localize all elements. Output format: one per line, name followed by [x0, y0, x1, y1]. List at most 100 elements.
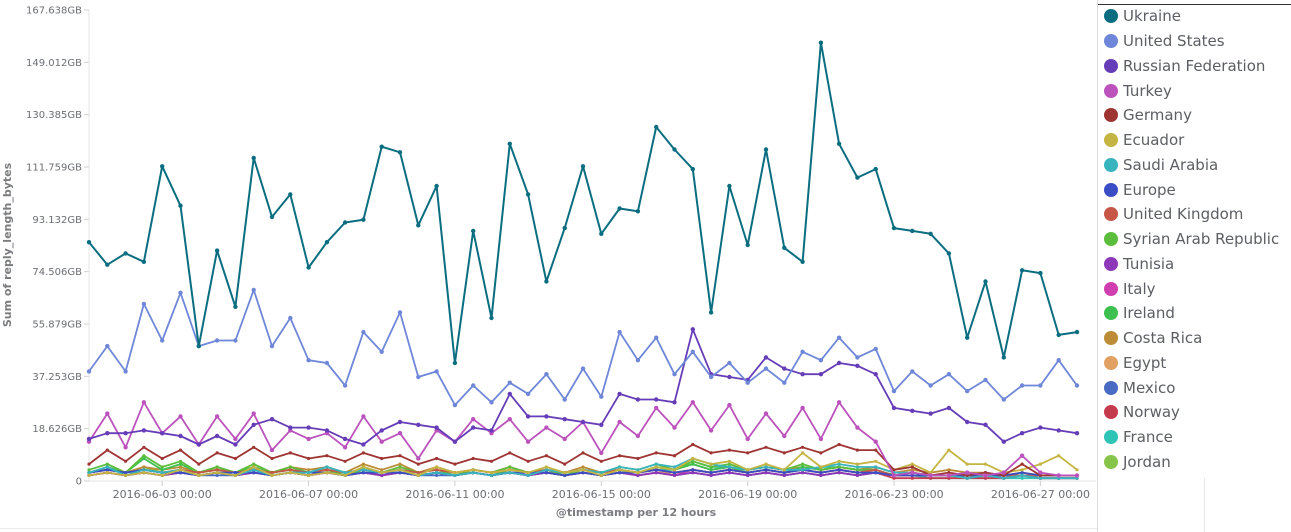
- data-point[interactable]: [599, 450, 604, 456]
- data-point[interactable]: [544, 414, 549, 419]
- data-point[interactable]: [746, 473, 750, 477]
- legend-item-europe[interactable]: Europe: [1104, 177, 1279, 202]
- data-point[interactable]: [124, 459, 128, 463]
- data-point[interactable]: [946, 473, 952, 478]
- data-point[interactable]: [947, 468, 951, 472]
- data-point[interactable]: [105, 411, 110, 416]
- legend-item-jordan[interactable]: Jordan: [1104, 450, 1279, 475]
- data-point[interactable]: [142, 468, 146, 472]
- data-point[interactable]: [544, 454, 549, 458]
- data-point[interactable]: [672, 454, 677, 458]
- data-point[interactable]: [617, 329, 622, 335]
- data-point[interactable]: [654, 405, 659, 411]
- data-point[interactable]: [306, 358, 311, 363]
- data-point[interactable]: [398, 471, 402, 475]
- data-point[interactable]: [342, 383, 348, 388]
- data-point[interactable]: [398, 462, 402, 466]
- data-point[interactable]: [269, 447, 275, 453]
- data-point[interactable]: [471, 383, 476, 388]
- data-point[interactable]: [599, 459, 603, 463]
- data-point[interactable]: [818, 372, 824, 377]
- data-point[interactable]: [782, 473, 786, 477]
- data-point[interactable]: [123, 369, 128, 374]
- data-point[interactable]: [142, 456, 146, 461]
- data-point[interactable]: [252, 462, 256, 466]
- data-point[interactable]: [874, 468, 878, 472]
- data-point[interactable]: [819, 465, 823, 469]
- data-point[interactable]: [782, 468, 786, 472]
- data-point[interactable]: [782, 451, 786, 455]
- data-point[interactable]: [580, 419, 586, 425]
- data-point[interactable]: [1038, 462, 1042, 466]
- data-point[interactable]: [873, 346, 878, 352]
- data-point[interactable]: [708, 374, 714, 380]
- data-point[interactable]: [800, 372, 805, 377]
- data-point[interactable]: [635, 209, 641, 214]
- data-point[interactable]: [361, 471, 365, 475]
- data-point[interactable]: [672, 372, 677, 377]
- data-point[interactable]: [1074, 329, 1080, 335]
- data-point[interactable]: [288, 471, 292, 475]
- data-point[interactable]: [398, 468, 402, 472]
- data-point[interactable]: [855, 471, 860, 475]
- data-point[interactable]: [836, 360, 842, 366]
- data-point[interactable]: [160, 431, 165, 436]
- data-point[interactable]: [452, 360, 458, 366]
- data-point[interactable]: [764, 471, 768, 475]
- data-point[interactable]: [891, 225, 897, 231]
- data-point[interactable]: [691, 462, 695, 466]
- data-point[interactable]: [745, 380, 750, 385]
- legend-item-saudi-arabia[interactable]: Saudi Arabia: [1104, 153, 1279, 178]
- data-point[interactable]: [928, 411, 933, 416]
- data-point[interactable]: [398, 465, 402, 469]
- data-point[interactable]: [691, 459, 695, 463]
- data-point[interactable]: [178, 203, 183, 208]
- legend-item-egypt[interactable]: Egypt: [1104, 351, 1279, 376]
- data-point[interactable]: [1019, 431, 1025, 436]
- data-point[interactable]: [874, 465, 878, 469]
- series-line-russian-federation[interactable]: [88, 328, 1078, 446]
- data-point[interactable]: [416, 471, 420, 475]
- data-point[interactable]: [709, 462, 713, 466]
- data-point[interactable]: [709, 473, 713, 477]
- data-point[interactable]: [928, 473, 933, 478]
- data-point[interactable]: [928, 383, 933, 388]
- data-point[interactable]: [727, 465, 732, 469]
- data-point[interactable]: [836, 335, 842, 340]
- data-point[interactable]: [251, 411, 256, 416]
- data-point[interactable]: [269, 417, 275, 422]
- data-point[interactable]: [507, 141, 512, 146]
- data-point[interactable]: [983, 462, 988, 466]
- data-point[interactable]: [471, 456, 475, 461]
- data-point[interactable]: [745, 436, 750, 442]
- data-point[interactable]: [1038, 470, 1043, 475]
- data-point[interactable]: [691, 471, 695, 475]
- data-point[interactable]: [489, 471, 494, 475]
- data-point[interactable]: [947, 448, 951, 452]
- data-point[interactable]: [87, 471, 91, 475]
- data-point[interactable]: [544, 372, 549, 377]
- data-point[interactable]: [105, 343, 110, 349]
- legend-item-norway[interactable]: Norway: [1104, 400, 1279, 425]
- data-point[interactable]: [855, 465, 860, 469]
- data-point[interactable]: [727, 468, 732, 472]
- data-point[interactable]: [397, 419, 403, 425]
- data-point[interactable]: [142, 454, 146, 458]
- data-point[interactable]: [746, 468, 750, 472]
- data-point[interactable]: [782, 245, 787, 250]
- data-point[interactable]: [307, 468, 311, 472]
- data-point[interactable]: [1020, 468, 1024, 472]
- data-point[interactable]: [910, 369, 915, 374]
- data-point[interactable]: [489, 459, 494, 463]
- data-point[interactable]: [965, 462, 969, 466]
- data-point[interactable]: [654, 124, 659, 130]
- data-point[interactable]: [215, 471, 219, 475]
- data-point[interactable]: [818, 40, 824, 45]
- data-point[interactable]: [489, 473, 494, 477]
- data-point[interactable]: [251, 287, 256, 293]
- data-point[interactable]: [690, 327, 695, 332]
- data-point[interactable]: [233, 456, 237, 461]
- data-point[interactable]: [160, 471, 164, 475]
- data-point[interactable]: [508, 451, 512, 455]
- data-point[interactable]: [434, 183, 439, 189]
